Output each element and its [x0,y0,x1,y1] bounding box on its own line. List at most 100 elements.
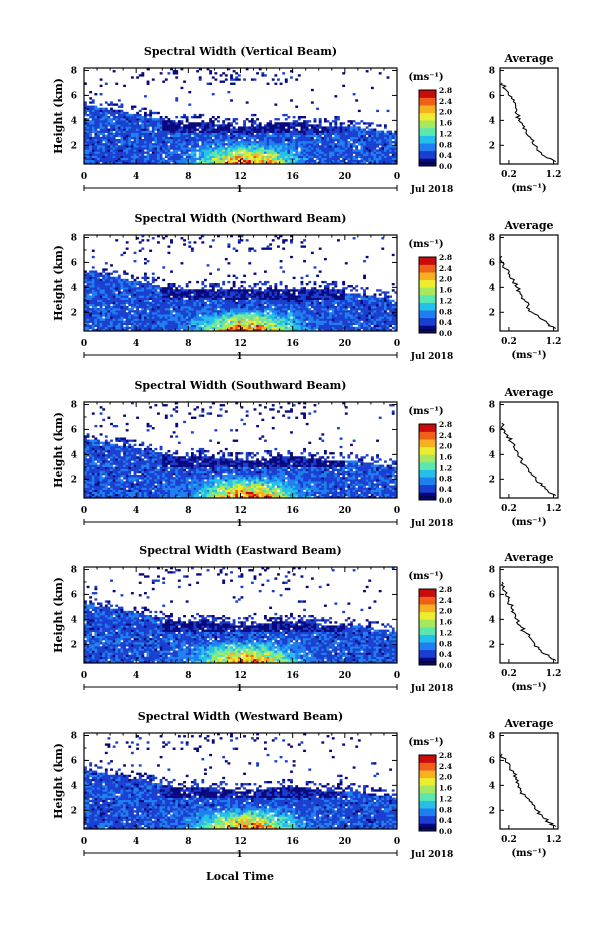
heatmap-cell [141,235,145,238]
heatmap-cell [104,138,108,142]
heatmap-cell [214,305,218,309]
heatmap-cell [256,72,260,75]
heatmap-cell [167,322,171,325]
heatmap-cell [133,130,137,133]
heatmap-cell [180,314,184,317]
heatmap-cell [130,295,134,298]
heatmap-cell [84,134,87,138]
heatmap-cell [258,322,262,325]
heatmap-cell [376,143,379,146]
heatmap-cell [365,153,369,156]
heatmap-cell [188,308,192,311]
heatmap-cell [104,285,108,288]
heatmap-cell [243,124,246,127]
heatmap-cell [250,305,254,309]
heatmap-cell [97,278,100,282]
x-tick-label: 0 [394,172,400,182]
heatmap-cell [284,295,288,298]
heatmap-cell [360,136,364,140]
heatmap-cell [104,314,108,317]
heatmap-cell [198,301,202,305]
heatmap-cell [107,328,111,332]
heatmap-cell [209,145,213,148]
heatmap-cell [104,287,108,290]
heatmap-cell [120,126,124,129]
heatmap-cell [133,145,137,148]
heatmap-cell [261,301,265,305]
heatmap-cell [350,161,353,165]
heatmap-cell [209,161,213,165]
heatmap-cell [143,257,147,261]
heatmap-cell [180,157,184,161]
heatmap-cell [84,155,87,158]
heatmap-cell [170,124,173,127]
heatmap-cell [331,326,335,330]
heatmap-cell [227,245,231,248]
heatmap-cell [326,299,330,303]
heatmap-cell [331,155,335,158]
heatmap-cell [214,155,218,158]
heatmap-cell [198,326,202,330]
heatmap-cell [269,299,273,303]
heatmap-cell [86,328,90,332]
heatmap-cell [342,151,346,154]
heatmap-cell [250,247,254,250]
heatmap-cell [198,159,202,163]
average-frame [499,67,559,165]
heatmap-cell [256,299,260,303]
heatmap-cell [157,318,160,321]
heatmap-cell [107,159,111,163]
heatmap-cell [284,132,288,136]
heatmap-cell [274,293,278,296]
heatmap-cell [183,132,186,136]
heatmap-cell [84,326,87,330]
heatmap-cell [308,145,312,148]
heatmap-cell [318,120,322,123]
heatmap-cell [368,155,372,158]
heatmap-cell [104,326,108,330]
heatmap-cell [91,153,95,156]
heatmap-cell [383,132,387,136]
heatmap-cell [363,136,366,140]
heatmap-cell [269,143,273,146]
y-axis-label: Height (km) [52,78,65,154]
heatmap-cell [305,303,309,307]
heatmap-cell [224,78,228,81]
heatmap-cell [107,320,111,323]
heatmap-cell [277,326,280,330]
heatmap-cell [89,283,93,286]
heatmap-cell [180,143,184,146]
heatmap-cell [115,297,119,300]
heatmap-cell [112,161,116,165]
heatmap-cell [120,283,124,286]
heatmap-cell [292,314,296,317]
heatmap-cell [303,318,306,321]
heatmap-cell [110,320,113,323]
heatmap-cell [347,159,351,163]
heatmap-cell [271,130,275,133]
heatmap-cell [383,159,387,163]
heatmap-cell [123,145,126,148]
heatmap-cell [337,141,340,144]
heatmap-cell [308,310,312,313]
heatmap-cell [164,310,168,313]
heatmap-cell [143,116,147,119]
heatmap-cell [258,145,262,148]
heatmap-cell [133,118,137,121]
heatmap-cell [94,109,98,113]
heatmap-cell [282,149,286,152]
heatmap-cell [84,122,87,125]
heatmap-cell [224,318,228,321]
heatmap-cell [305,153,309,156]
heatmap-cell [292,295,296,298]
heatmap-cell [352,93,356,96]
heatmap-cell [99,312,103,315]
heatmap-cell [162,287,166,290]
heatmap-cell [99,136,103,140]
heatmap-cell [130,274,134,277]
heatmap-cell [117,280,121,284]
heatmap-cell [308,322,312,325]
heatmap-cell [373,143,377,146]
heatmap-cell [193,157,197,161]
heatmap-cell [282,72,286,75]
